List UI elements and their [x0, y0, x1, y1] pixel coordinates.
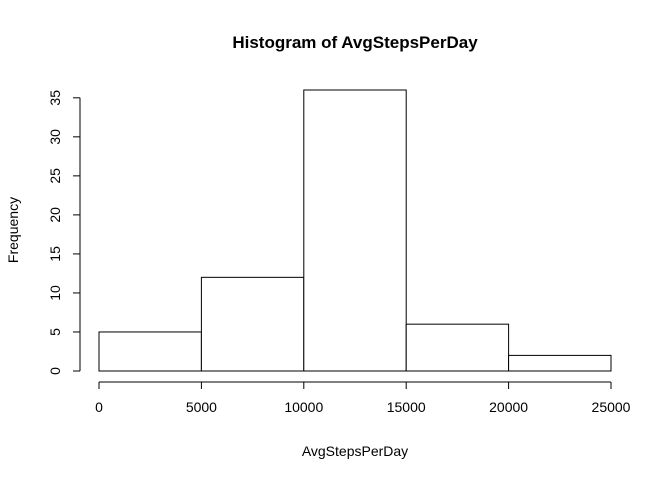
- y-tick-label: 0: [47, 367, 63, 375]
- x-axis-label: AvgStepsPerDay: [302, 443, 408, 459]
- y-axis-label: Frequency: [5, 197, 21, 263]
- x-tick-label: 10000: [284, 399, 323, 415]
- y-tick-label: 25: [47, 168, 63, 184]
- x-tick-label: 25000: [592, 399, 631, 415]
- y-tick-label: 20: [47, 207, 63, 223]
- y-axis: 0 5 10 15 20 25 30 35: [47, 90, 81, 375]
- y-tick-label: 30: [47, 129, 63, 145]
- histogram-bar-1: [98, 331, 202, 372]
- x-tick-label: 5000: [186, 399, 217, 415]
- y-tick-label: 15: [47, 246, 63, 262]
- histogram-bar-4: [405, 323, 510, 372]
- histogram-bar-2: [200, 276, 305, 372]
- x-tick-label: 20000: [489, 399, 528, 415]
- x-tick-label: 0: [95, 399, 103, 415]
- y-tick-label: 5: [47, 328, 63, 336]
- y-tick-label: 35: [47, 90, 63, 106]
- bars-layer: [98, 89, 612, 372]
- histogram-bar-5: [508, 354, 612, 372]
- y-tick-label: 10: [47, 285, 63, 301]
- x-tick-label: 15000: [387, 399, 426, 415]
- x-axis: 0 5000 10000 15000 20000 25000: [95, 381, 631, 415]
- histogram-bar-3: [303, 89, 407, 372]
- chart-title: Histogram of AvgStepsPerDay: [232, 33, 478, 52]
